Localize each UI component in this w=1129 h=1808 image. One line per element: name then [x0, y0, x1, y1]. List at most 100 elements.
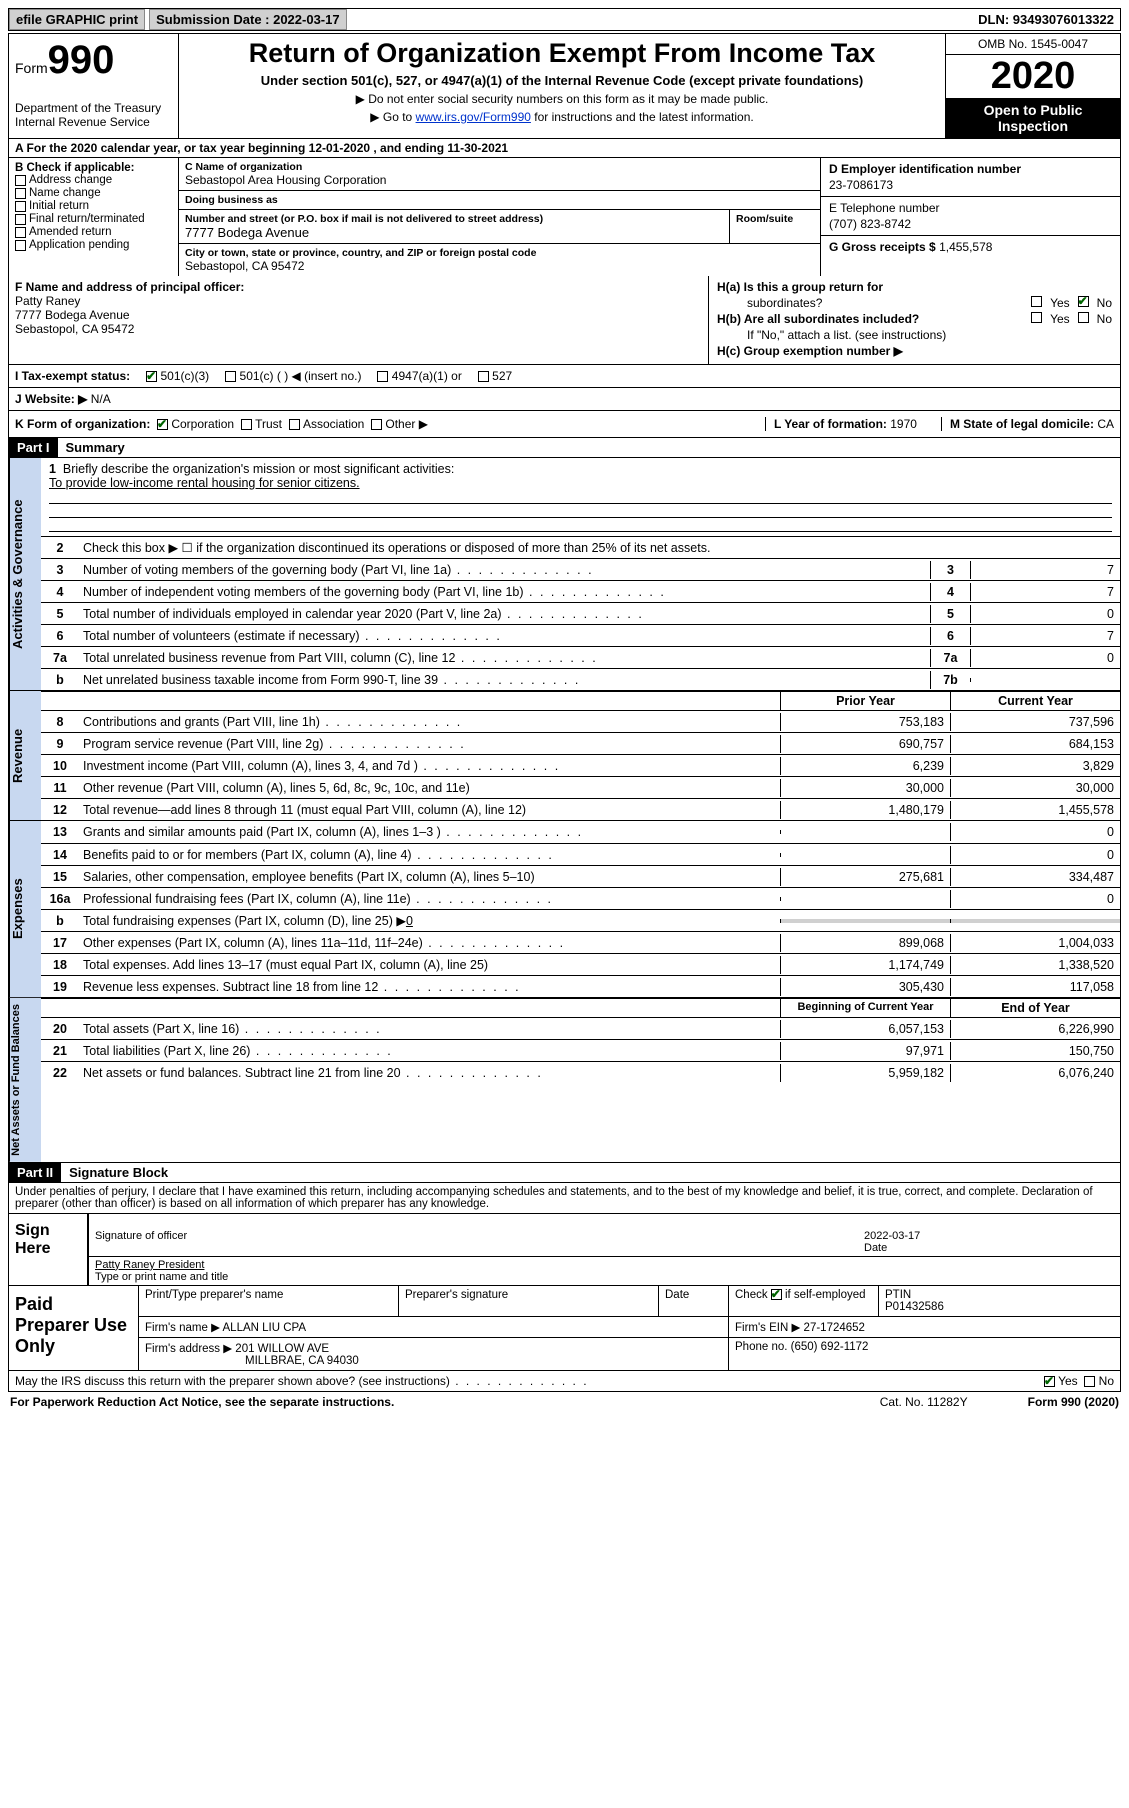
expenses-section: Expenses 13Grants and similar amounts pa…: [8, 821, 1121, 998]
signature-block: Under penalties of perjury, I declare th…: [8, 1183, 1121, 1286]
officer-street: 7777 Bodega Avenue: [15, 308, 702, 322]
col-eoy: End of Year: [950, 999, 1120, 1017]
lbl-final: Final return/terminated: [29, 213, 145, 225]
chk-discuss-yes[interactable]: [1044, 1376, 1055, 1387]
sig-date: 2022-03-17: [864, 1230, 920, 1242]
firm-addr1: 201 WILLOW AVE: [235, 1343, 329, 1355]
chk-amended[interactable]: [15, 227, 26, 238]
l18-desc: Total expenses. Add lines 13–17 (must eq…: [79, 956, 780, 974]
chk-assoc[interactable]: [289, 419, 300, 430]
col-prior: Prior Year: [780, 692, 950, 710]
chk-corp[interactable]: [157, 419, 168, 430]
chk-501c3[interactable]: [146, 371, 157, 382]
chk-trust[interactable]: [241, 419, 252, 430]
ein-value: 23-7086173: [829, 178, 1112, 192]
chk-address-change[interactable]: [15, 175, 26, 186]
prep-h5: PTIN: [885, 1289, 911, 1301]
city-label: City or town, state or province, country…: [185, 247, 814, 259]
omb-number: OMB No. 1545-0047: [946, 34, 1120, 55]
gross-value: 1,455,578: [939, 240, 992, 254]
l14-curr: 0: [950, 846, 1120, 864]
l8-desc: Contributions and grants (Part VIII, lin…: [79, 713, 780, 731]
i-label: I Tax-exempt status:: [15, 369, 130, 383]
open-inspection: Open to Public Inspection: [946, 98, 1120, 138]
chk-527[interactable]: [478, 371, 489, 382]
cat-no: Cat. No. 11282Y: [880, 1395, 968, 1409]
perjury-text: Under penalties of perjury, I declare th…: [9, 1183, 1120, 1213]
lbl-corp: Corporation: [171, 417, 234, 431]
chk-name-change[interactable]: [15, 188, 26, 199]
chk-discuss-no[interactable]: [1084, 1376, 1095, 1387]
chk-initial[interactable]: [15, 201, 26, 212]
part2-header: Part II Signature Block: [8, 1163, 1121, 1183]
chk-final[interactable]: [15, 214, 26, 225]
part1-title: Summary: [58, 438, 133, 457]
goto-pre: ▶ Go to: [370, 110, 415, 124]
lbl-no: No: [1097, 296, 1112, 310]
l17-prior: 899,068: [780, 934, 950, 952]
irs-link[interactable]: www.irs.gov/Form990: [416, 110, 531, 124]
hc-label: H(c) Group exemption number ▶: [717, 344, 903, 358]
lbl-501c3: 501(c)(3): [161, 369, 210, 383]
l10-curr: 3,829: [950, 757, 1120, 775]
part2-tag: Part II: [9, 1163, 61, 1182]
ha-label: H(a) Is this a group return for: [717, 280, 883, 294]
vtab-rev: Revenue: [9, 691, 41, 820]
vtab-ag: Activities & Governance: [9, 458, 41, 690]
chk-other[interactable]: [371, 419, 382, 430]
chk-4947[interactable]: [377, 371, 388, 382]
lbl-initial: Initial return: [29, 200, 89, 212]
l15-prior: 275,681: [780, 868, 950, 886]
chk-ha-yes[interactable]: [1031, 296, 1042, 307]
lbl-no-2: No: [1097, 312, 1112, 326]
l13-prior: [780, 830, 950, 834]
l7b-val: [970, 678, 1120, 682]
lbl-yes: Yes: [1050, 296, 1070, 310]
officer-block: F Name and address of principal officer:…: [8, 276, 1121, 365]
lbl-yes-2: Yes: [1050, 312, 1070, 326]
chk-hb-yes[interactable]: [1031, 312, 1042, 323]
l4-desc: Number of independent voting members of …: [79, 583, 930, 601]
l16a-prior: [780, 897, 950, 901]
goto-post: for instructions and the latest informat…: [531, 110, 754, 124]
l12-curr: 1,455,578: [950, 801, 1120, 819]
chk-hb-no[interactable]: [1078, 312, 1089, 323]
l19-desc: Revenue less expenses. Subtract line 18 …: [79, 978, 780, 996]
prep-h2: Preparer's signature: [399, 1286, 659, 1316]
l10-prior: 6,239: [780, 757, 950, 775]
form-ref: Form 990 (2020): [1028, 1395, 1119, 1409]
form-header: Form990 Department of the Treasury Inter…: [8, 33, 1121, 139]
chk-ha-no[interactable]: [1078, 296, 1089, 307]
l17-curr: 1,004,033: [950, 934, 1120, 952]
ein-label: D Employer identification number: [829, 162, 1112, 176]
firm-addr2: MILLBRAE, CA 94030: [145, 1355, 359, 1367]
officer-name-title: Patty Raney President: [95, 1259, 204, 1271]
chk-501c[interactable]: [225, 371, 236, 382]
revenue-section: Revenue Prior YearCurrent Year 8Contribu…: [8, 691, 1121, 821]
l16b-prior: [780, 919, 950, 923]
l12-prior: 1,480,179: [780, 801, 950, 819]
l18-curr: 1,338,520: [950, 956, 1120, 974]
l4-val: 7: [970, 583, 1120, 601]
l11-prior: 30,000: [780, 779, 950, 797]
l18-prior: 1,174,749: [780, 956, 950, 974]
form-title: Return of Organization Exempt From Incom…: [187, 38, 937, 69]
paperwork-notice: For Paperwork Reduction Act Notice, see …: [10, 1395, 394, 1409]
c-name-label: C Name of organization: [185, 161, 814, 173]
l20-boy: 6,057,153: [780, 1020, 950, 1038]
k-label: K Form of organization:: [15, 417, 150, 431]
phone-label: E Telephone number: [829, 201, 1112, 215]
firm-phone: (650) 692-1172: [791, 1341, 869, 1353]
chk-pending[interactable]: [15, 240, 26, 251]
l19-prior: 305,430: [780, 978, 950, 996]
chk-self-employed[interactable]: [771, 1289, 782, 1300]
website-row: J Website: ▶ N/A: [8, 388, 1121, 411]
discuss-yes: Yes: [1058, 1374, 1078, 1388]
lbl-name-change: Name change: [29, 187, 101, 199]
l21-boy: 97,971: [780, 1042, 950, 1060]
l22-boy: 5,959,182: [780, 1064, 950, 1082]
efile-button[interactable]: efile GRAPHIC print: [9, 9, 145, 30]
street-label: Number and street (or P.O. box if mail i…: [185, 213, 723, 225]
col-current: Current Year: [950, 692, 1120, 710]
l19-curr: 117,058: [950, 978, 1120, 996]
